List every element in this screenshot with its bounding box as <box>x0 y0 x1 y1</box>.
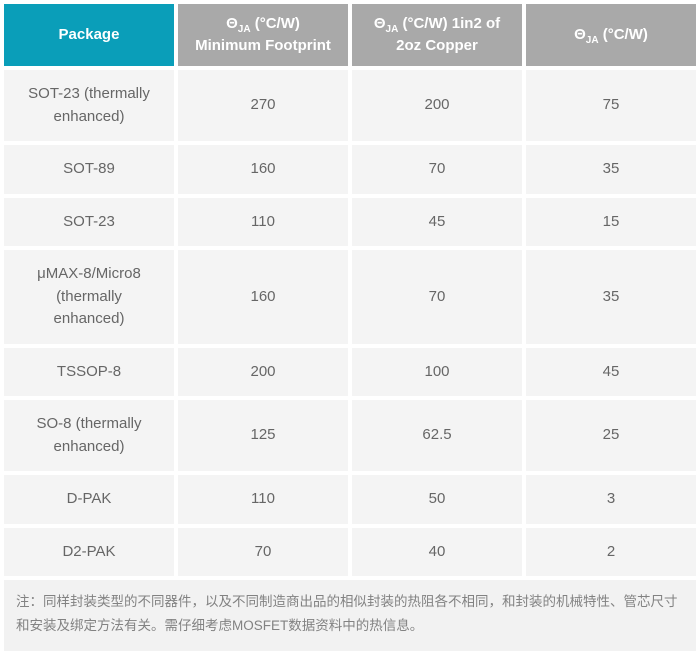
cell-package: TSSOP-8 <box>4 347 174 396</box>
cell-copper: 70 <box>352 250 522 344</box>
column-header-theta-copper: ΘJA (°C/W) 1in2 of 2oz Copper <box>352 4 522 66</box>
theta-units: (°C/W) <box>250 15 300 33</box>
cell-min-footprint: 270 <box>178 70 348 141</box>
theta-units: (°C/W) <box>598 26 648 44</box>
cell-package: SOT-89 <box>4 145 174 194</box>
cell-theta-ja: 75 <box>526 70 696 141</box>
cell-theta-ja: 3 <box>526 475 696 524</box>
table-row: μMAX-8/Micro8 (thermally enhanced) 160 7… <box>4 250 696 344</box>
cell-theta-ja: 25 <box>526 400 696 471</box>
theta-symbol: Θ <box>226 15 238 33</box>
cell-theta-ja: 35 <box>526 145 696 194</box>
thermal-resistance-page: Package ΘJA (°C/W) Minimum Footprint ΘJA… <box>4 4 696 651</box>
table-row: SOT-23 110 45 15 <box>4 197 696 246</box>
theta-subscript: JA <box>237 24 251 36</box>
cell-package: SOT-23 <box>4 197 174 246</box>
min-footprint-label: Minimum Footprint <box>195 37 331 54</box>
cell-copper: 40 <box>352 527 522 576</box>
theta-units: (°C/W) 1in2 of <box>398 15 501 33</box>
cell-copper: 100 <box>352 347 522 396</box>
footnote: 注：同样封装类型的不同器件，以及不同制造商出品的相似封装的热阻各不相同，和封装的… <box>4 580 696 651</box>
cell-theta-ja: 15 <box>526 197 696 246</box>
cell-min-footprint: 110 <box>178 475 348 524</box>
cell-min-footprint: 160 <box>178 250 348 344</box>
cell-min-footprint: 125 <box>178 400 348 471</box>
table-row: SOT-89 160 70 35 <box>4 145 696 194</box>
cell-package: D2-PAK <box>4 527 174 576</box>
theta-symbol: Θ <box>574 26 586 44</box>
cell-copper: 70 <box>352 145 522 194</box>
cell-package: D-PAK <box>4 475 174 524</box>
theta-subscript: JA <box>585 35 599 47</box>
table-row: SO-8 (thermally enhanced) 125 62.5 25 <box>4 400 696 471</box>
cell-min-footprint: 200 <box>178 347 348 396</box>
cell-theta-ja: 35 <box>526 250 696 344</box>
cell-copper: 45 <box>352 197 522 246</box>
cell-theta-ja: 2 <box>526 527 696 576</box>
theta-subscript: JA <box>385 24 399 36</box>
cell-copper: 62.5 <box>352 400 522 471</box>
column-header-theta-min-footprint: ΘJA (°C/W) Minimum Footprint <box>178 4 348 66</box>
cell-copper: 50 <box>352 475 522 524</box>
cell-min-footprint: 110 <box>178 197 348 246</box>
cell-package: μMAX-8/Micro8 (thermally enhanced) <box>4 250 174 344</box>
table-row: D2-PAK 70 40 2 <box>4 527 696 576</box>
table-row: TSSOP-8 200 100 45 <box>4 347 696 396</box>
table-row: SOT-23 (thermally enhanced) 270 200 75 <box>4 70 696 141</box>
theta-symbol: Θ <box>373 15 386 33</box>
column-header-package: Package <box>4 4 174 66</box>
cell-copper: 200 <box>352 70 522 141</box>
column-header-theta-ja: ΘJA (°C/W) <box>526 4 696 66</box>
cell-min-footprint: 160 <box>178 145 348 194</box>
cell-package: SOT-23 (thermally enhanced) <box>4 70 174 141</box>
package-header-label: Package <box>58 26 120 44</box>
cell-package: SO-8 (thermally enhanced) <box>4 400 174 471</box>
cell-min-footprint: 70 <box>178 527 348 576</box>
cell-theta-ja: 45 <box>526 347 696 396</box>
thermal-resistance-table: Package ΘJA (°C/W) Minimum Footprint ΘJA… <box>4 4 696 576</box>
copper-label: 2oz Copper <box>396 37 478 54</box>
header-row: Package ΘJA (°C/W) Minimum Footprint ΘJA… <box>4 4 696 66</box>
table-row: D-PAK 110 50 3 <box>4 475 696 524</box>
